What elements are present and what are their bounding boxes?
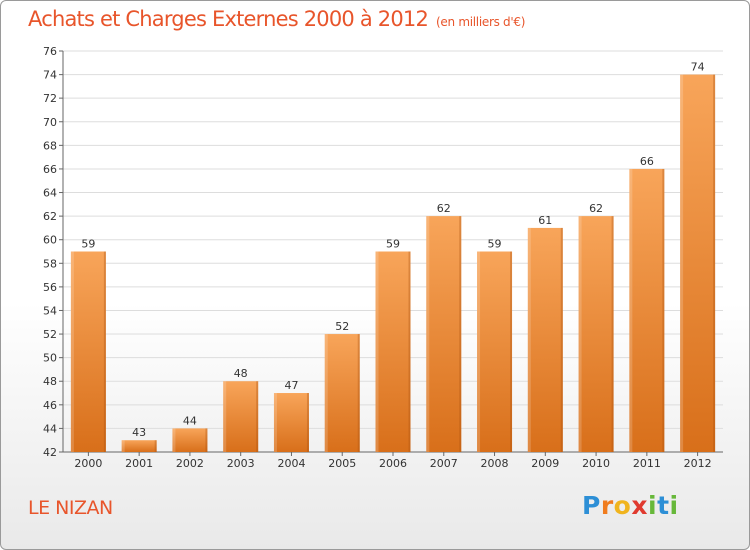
data-label: 62 [437, 202, 451, 215]
y-tick-label: 54 [43, 304, 57, 317]
proxiti-logo: Proxiti [582, 491, 679, 520]
bar [629, 168, 665, 453]
y-tick-label: 42 [43, 446, 57, 459]
logo-letter: P [582, 491, 601, 520]
bar-shade [459, 216, 462, 452]
logo-letter: i [648, 491, 658, 520]
x-tick-label: 2004 [277, 457, 305, 470]
x-tick-label: 2005 [328, 457, 356, 470]
y-tick-label: 52 [43, 328, 57, 341]
data-label: 52 [335, 320, 349, 333]
y-tick-label: 46 [43, 399, 57, 412]
y-tick-label: 76 [43, 45, 57, 58]
data-label: 61 [538, 214, 552, 227]
bar-shade [611, 216, 614, 452]
data-label: 74 [691, 61, 705, 74]
x-tick-label: 2009 [531, 457, 559, 470]
bar [172, 428, 208, 452]
chart-title-main: Achats et Charges Externes 2000 à 2012 [28, 7, 429, 31]
bar-shade [103, 251, 106, 452]
bar-highlight [578, 216, 582, 452]
bar-highlight [527, 227, 531, 452]
data-label: 66 [640, 155, 654, 168]
x-tick-label: 2003 [227, 457, 255, 470]
bar [223, 381, 259, 452]
bar [426, 216, 462, 452]
y-tick-label: 50 [43, 352, 57, 365]
data-label: 62 [589, 202, 603, 215]
x-tick-label: 2000 [74, 457, 102, 470]
bar-shade [510, 251, 513, 452]
x-tick-label: 2001 [125, 457, 153, 470]
y-tick-label: 48 [43, 375, 57, 388]
bar [477, 251, 513, 452]
x-tick-label: 2007 [430, 457, 458, 470]
bar-shade [154, 440, 157, 452]
data-label: 47 [284, 379, 298, 392]
data-label: 59 [81, 238, 95, 251]
y-tick-label: 64 [43, 187, 57, 200]
y-tick-label: 62 [43, 210, 57, 223]
bar-shade [357, 334, 360, 452]
bar [70, 251, 106, 452]
logo-letter: o [613, 491, 632, 520]
y-tick-label: 44 [43, 422, 57, 435]
logo-letter: t [657, 491, 670, 520]
x-tick-label: 2011 [633, 457, 661, 470]
y-tick-label: 74 [43, 69, 57, 82]
logo-letter: x [631, 491, 648, 520]
bar-highlight [477, 251, 481, 452]
bar-shade [662, 168, 665, 453]
bar-shade [560, 227, 563, 452]
chart-title-unit: (en milliers d'€) [436, 15, 526, 29]
y-tick-label: 56 [43, 281, 57, 294]
data-label: 48 [234, 367, 248, 380]
y-tick-label: 58 [43, 257, 57, 270]
bar [273, 393, 309, 452]
x-tick-label: 2010 [582, 457, 610, 470]
data-label: 59 [386, 238, 400, 251]
bar-shade [306, 393, 309, 452]
bar-shade [408, 251, 411, 452]
y-tick-label: 60 [43, 234, 57, 247]
data-label: 43 [132, 426, 146, 439]
labels: 42 44 46 48 50 52 54 56 58 60 62 64 66 68 70 72 74 76 59 20… [43, 45, 712, 470]
bar-highlight [223, 381, 227, 452]
bar-highlight [375, 251, 379, 452]
bar [121, 440, 157, 452]
bar-shade [713, 74, 716, 453]
x-tick-label: 2006 [379, 457, 407, 470]
bar-shade [205, 428, 208, 452]
bar [578, 216, 614, 452]
bar-highlight [121, 440, 125, 452]
logo-letter: i [669, 491, 679, 520]
y-tick-label: 68 [43, 139, 57, 152]
bar [680, 74, 716, 453]
x-tick-label: 2002 [176, 457, 204, 470]
y-tick-label: 72 [43, 92, 57, 105]
bar-highlight [629, 168, 633, 453]
commune-name: LE NIZAN [28, 497, 113, 519]
logo-letter: r [600, 491, 614, 520]
bar-shade [256, 381, 259, 452]
bar [375, 251, 411, 452]
bar-highlight [426, 216, 430, 452]
bar-highlight [273, 393, 277, 452]
x-tick-label: 2012 [684, 457, 712, 470]
x-tick-label: 2008 [481, 457, 509, 470]
chart-title: Achats et Charges Externes 2000 à 2012 (e… [28, 7, 525, 31]
bar [324, 334, 360, 452]
bar [527, 227, 563, 452]
data-label: 59 [488, 238, 502, 251]
bar-highlight [324, 334, 328, 452]
bar-highlight [680, 74, 684, 453]
bar-highlight [172, 428, 176, 452]
y-tick-label: 70 [43, 116, 57, 129]
bars [70, 74, 716, 453]
y-tick-label: 66 [43, 163, 57, 176]
data-label: 44 [183, 414, 197, 427]
bar-highlight [70, 251, 74, 452]
